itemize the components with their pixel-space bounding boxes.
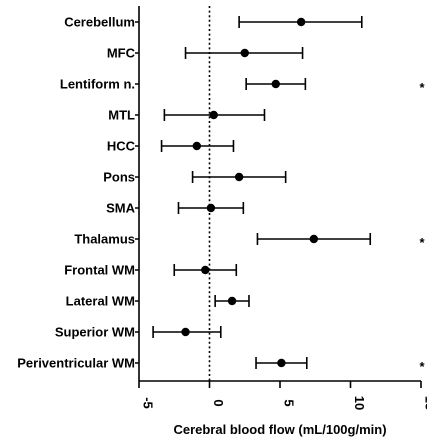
region-label: MFC [107,46,136,61]
forest-row: Thalamus * [74,232,425,251]
forest-row: HCC [107,139,235,154]
significance-marker: * [419,359,425,374]
forest-row: Cerebellum [64,15,363,30]
forest-row: SMA [106,201,245,216]
forest-row: Lateral WM [66,294,250,309]
point-estimate [227,296,237,306]
region-label: Thalamus [74,232,135,247]
x-tick-label: 15 [423,396,427,410]
x-tick-label: 0 [211,399,226,406]
forest-row: MFC [107,46,304,61]
region-label: Pons [103,170,135,185]
point-estimate [181,327,190,337]
region-label: Superior WM [55,325,135,340]
x-tick-label: 10 [352,396,367,410]
forest-row: MTL [108,108,266,123]
region-label: HCC [107,139,136,154]
x-axis-title: Cerebral blood flow (mL/100g/min) [173,422,386,437]
forest-row: Superior WM [55,325,222,340]
point-estimate [296,17,306,27]
point-estimate [209,110,218,120]
forest-row: Lentiform n. * [60,77,426,96]
forest-row: Pons [103,170,287,185]
point-estimate [234,172,244,182]
axes: -5 0 5 10 15 [138,6,427,410]
region-label: Lateral WM [66,294,135,309]
region-label: MTL [108,108,135,123]
point-estimate [201,265,210,275]
point-estimate [309,234,319,244]
region-label: Frontal WM [64,263,135,278]
region-label: Periventricular WM [17,356,135,371]
x-tick-label: 5 [282,399,297,406]
point-estimate [206,203,216,213]
data-rows: Cerebellum MFC Lentiform n. * MTL HCC Pons SMA T… [17,15,425,375]
significance-marker: * [419,235,425,250]
point-estimate [271,79,280,89]
forest-row: Periventricular WM * [17,356,425,375]
point-estimate [192,141,202,151]
x-tick-label: -5 [141,397,156,409]
point-estimate [240,48,249,58]
region-label: Cerebellum [64,15,135,30]
region-label: SMA [106,201,136,216]
point-estimate [277,358,286,368]
region-label: Lentiform n. [60,77,135,92]
significance-marker: * [419,80,425,95]
forest-row: Frontal WM [64,263,238,278]
